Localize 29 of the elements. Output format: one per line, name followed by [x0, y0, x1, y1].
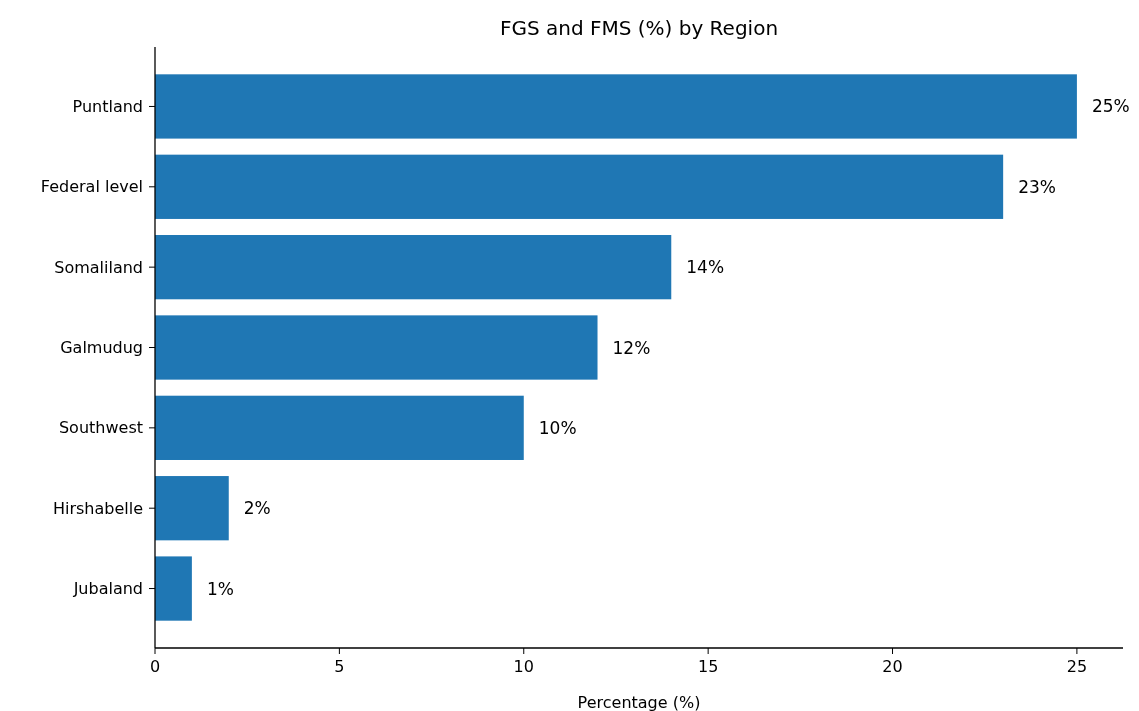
x-tick-label: 15: [697, 657, 719, 676]
bar: [155, 74, 1077, 139]
bar: [155, 235, 672, 300]
x-tick-label: 10: [513, 657, 534, 676]
y-tick-label: Galmudug: [60, 338, 143, 357]
bar: [155, 154, 1004, 219]
chart-title: FGS and FMS (%) by Region: [499, 16, 779, 40]
x-tick-label: 20: [882, 657, 903, 676]
y-tick-label: Puntland: [72, 96, 143, 116]
data-label: 23%: [1018, 176, 1056, 197]
data-label: 14%: [686, 257, 725, 278]
x-tick-label: 5: [334, 657, 345, 676]
bar: [155, 395, 524, 460]
bar: [155, 315, 598, 380]
bar: [155, 556, 192, 621]
data-label: 10%: [538, 417, 577, 438]
data-label: 12%: [612, 337, 651, 358]
x-tick-label: 0: [149, 657, 161, 676]
data-label: 1%: [206, 578, 234, 599]
x-tick-label: 25: [1066, 657, 1088, 676]
y-tick-label: Federal level: [40, 177, 143, 197]
data-label: 2%: [243, 498, 271, 519]
x-axis-title: Percentage (%): [577, 693, 701, 711]
bar: [155, 476, 229, 541]
y-tick-label: Jubaland: [72, 579, 143, 599]
y-tick-label: Southwest: [58, 418, 143, 438]
data-label: 25%: [1091, 96, 1130, 117]
y-tick-label: Somaliland: [54, 257, 143, 277]
y-tick-label: Hirshabelle: [52, 498, 143, 518]
